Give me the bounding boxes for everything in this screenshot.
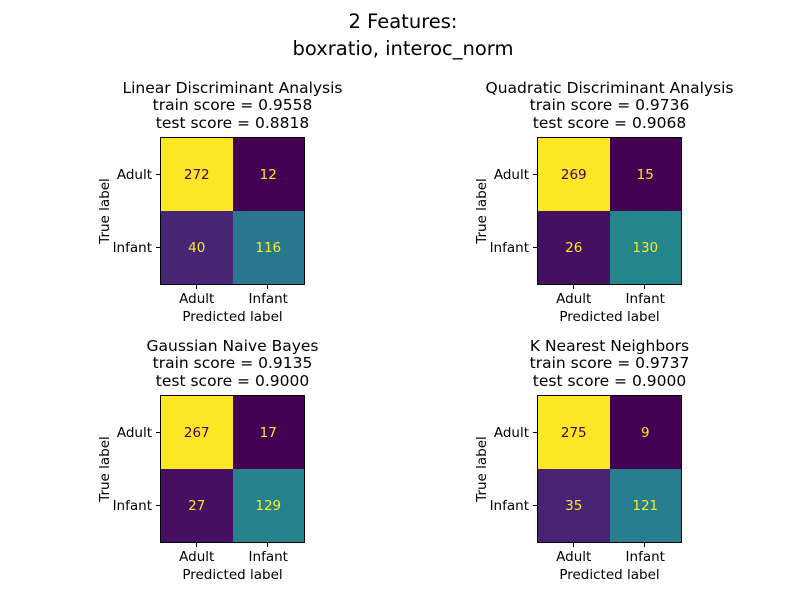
y-tick-label-adult: Adult [116, 166, 152, 183]
x-tick-label-adult: Adult [556, 549, 592, 565]
y-tick-mark [533, 431, 537, 433]
train-score-text: train score = 0.9737 [529, 354, 690, 372]
matrix-cell-adult-adult: 272 [161, 138, 233, 211]
confusion-matrix: 275 9 35 121 [538, 396, 681, 542]
x-tick-mark [195, 543, 197, 547]
x-tick-label-infant: Infant [625, 549, 665, 565]
figure-title: 2 Features: boxratio, interoc_norm [0, 8, 806, 62]
test-score-text: test score = 0.8818 [155, 113, 310, 132]
confusion-matrix: 269 15 26 130 [538, 138, 681, 284]
matrix-cell-adult-adult: 269 [538, 138, 610, 211]
matrix-cell-infant-adult: 27 [161, 469, 233, 542]
y-axis-label: True label [97, 436, 113, 502]
subplot-linear-discriminant-analysis: Linear Discriminant Analysis train score… [97, 79, 343, 325]
matrix-cell-adult-adult: 267 [161, 396, 233, 469]
matrix-cell-adult-infant: 17 [232, 396, 304, 469]
classifier-name: Gaussian Naive Bayes [146, 336, 319, 355]
y-tick-label-infant: Infant [489, 497, 529, 514]
matrix-cell-infant-adult: 35 [538, 469, 610, 542]
matrix-cell-infant-infant: 121 [609, 469, 681, 542]
confusion-matrix: 272 12 40 116 [161, 138, 304, 284]
subplot-title: Gaussian Naive Bayes train score = 0.913… [146, 336, 319, 391]
x-tick-label-infant: Infant [625, 291, 665, 307]
train-score-text: train score = 0.9736 [529, 96, 690, 114]
y-tick-label-infant: Infant [489, 239, 529, 256]
matrix-cell-adult-infant: 9 [609, 396, 681, 469]
matrix-cell-adult-adult: 275 [538, 396, 610, 469]
figure-title-line2: boxratio, interoc_norm [292, 37, 514, 60]
subplot-k-nearest-neighbors: K Nearest Neighbors train score = 0.9737… [474, 337, 689, 583]
y-tick-mark [156, 504, 160, 506]
matrix-cell-infant-infant: 129 [232, 469, 304, 542]
x-axis-label: Predicted label [182, 567, 283, 583]
y-tick-mark [156, 246, 160, 248]
x-tick-mark [644, 285, 646, 289]
y-tick-label-infant: Infant [112, 239, 152, 256]
y-tick-mark [533, 246, 537, 248]
x-axis-label: Predicted label [559, 309, 660, 325]
x-tick-mark [195, 285, 197, 289]
matrix-cell-adult-infant: 15 [609, 138, 681, 211]
matrix-cell-infant-adult: 40 [161, 211, 233, 284]
x-tick-mark [572, 285, 574, 289]
test-score-text: test score = 0.9068 [532, 113, 687, 132]
subplot-title: K Nearest Neighbors train score = 0.9737… [529, 336, 690, 391]
y-axis-label: True label [474, 436, 490, 502]
matrix-cell-infant-infant: 116 [232, 211, 304, 284]
matrix-cell-infant-adult: 26 [538, 211, 610, 284]
x-tick-mark [267, 543, 269, 547]
test-score-text: test score = 0.9000 [532, 371, 687, 390]
x-tick-label-infant: Infant [248, 549, 288, 565]
subplot-quadratic-discriminant-analysis: Quadratic Discriminant Analysis train sc… [474, 79, 734, 325]
x-axis-label: Predicted label [182, 309, 283, 325]
x-tick-label-infant: Infant [248, 291, 288, 307]
matrix-cell-infant-infant: 130 [609, 211, 681, 284]
x-tick-label-adult: Adult [179, 291, 215, 307]
y-tick-mark [533, 173, 537, 175]
train-score-text: train score = 0.9135 [152, 354, 313, 372]
figure-title-line1: 2 Features: [348, 10, 458, 33]
y-tick-mark [156, 173, 160, 175]
x-tick-mark [644, 543, 646, 547]
subplot-title: Linear Discriminant Analysis train score… [122, 78, 343, 133]
x-tick-mark [267, 285, 269, 289]
y-tick-label-adult: Adult [493, 424, 529, 441]
y-tick-mark [156, 431, 160, 433]
x-tick-label-adult: Adult [556, 291, 592, 307]
y-axis-label: True label [474, 178, 490, 244]
y-tick-label-infant: Infant [112, 497, 152, 514]
x-tick-mark [572, 543, 574, 547]
y-tick-label-adult: Adult [116, 424, 152, 441]
y-axis-label: True label [97, 178, 113, 244]
classifier-name: Linear Discriminant Analysis [122, 78, 343, 97]
classifier-name: K Nearest Neighbors [529, 336, 690, 355]
classifier-name: Quadratic Discriminant Analysis [485, 78, 734, 97]
train-score-text: train score = 0.9558 [152, 96, 313, 114]
matrix-cell-adult-infant: 12 [232, 138, 304, 211]
subplot-gaussian-naive-bayes: Gaussian Naive Bayes train score = 0.913… [97, 337, 319, 583]
test-score-text: test score = 0.9000 [155, 371, 310, 390]
x-axis-label: Predicted label [559, 567, 660, 583]
confusion-matrix: 267 17 27 129 [161, 396, 304, 542]
subplot-title: Quadratic Discriminant Analysis train sc… [485, 78, 734, 133]
x-tick-label-adult: Adult [179, 549, 215, 565]
y-tick-label-adult: Adult [493, 166, 529, 183]
y-tick-mark [533, 504, 537, 506]
